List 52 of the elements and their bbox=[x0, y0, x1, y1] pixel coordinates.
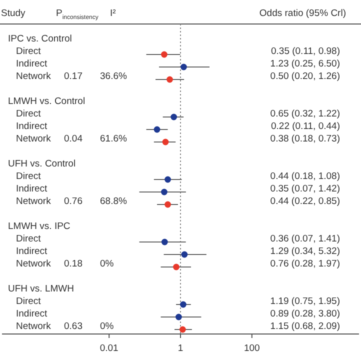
y-tick-label: Network bbox=[16, 134, 52, 144]
annotation: 1.23 (0.25, 6.50) bbox=[270, 58, 340, 70]
y-tick-label: Network bbox=[16, 71, 52, 82]
y-tick-label: Network bbox=[16, 258, 52, 270]
y-tick-label: IPC vs. Control bbox=[8, 34, 72, 44]
y-tick-label: LMWH vs. Control bbox=[8, 96, 86, 107]
annotation: 0.18 bbox=[64, 258, 82, 270]
annotation: 0.50 (0.20, 1.26) bbox=[270, 71, 340, 82]
x-tick-label: 100 bbox=[244, 343, 260, 354]
annotation: 0.17 bbox=[64, 71, 82, 82]
x-tick-label: 0.01 bbox=[100, 343, 118, 354]
y-tick-label: UFH vs. Control bbox=[8, 158, 76, 170]
annotation: 0.35 (0.07, 1.42) bbox=[270, 184, 340, 194]
y-tick-label: Direct bbox=[16, 296, 42, 307]
annotation: 1.29 (0.34, 5.32) bbox=[270, 246, 340, 257]
y-tick-label: UFH vs. LMWH bbox=[8, 284, 74, 294]
annotation: 0% bbox=[100, 258, 114, 270]
y-tick-label: Indirect bbox=[16, 308, 48, 320]
y-tick-label: Direct bbox=[16, 234, 42, 244]
y-tick-label: LMWH vs. IPC bbox=[8, 221, 70, 232]
y-tick-label: Indirect bbox=[16, 121, 48, 132]
x-tick-label: 1 bbox=[178, 343, 184, 354]
annotation: 0% bbox=[100, 321, 114, 332]
y-tick-label: Indirect bbox=[16, 58, 48, 70]
y-tick-label: Network bbox=[16, 196, 52, 207]
annotation: 0.76 bbox=[64, 196, 82, 207]
annotation: 0.76 (0.28, 1.97) bbox=[270, 258, 340, 270]
annotation: 0.44 (0.22, 0.85) bbox=[270, 196, 340, 207]
annotation: 1.15 (0.68, 2.09) bbox=[270, 321, 340, 332]
annotation: 36.6% bbox=[100, 71, 128, 82]
annotation: 0.89 (0.28, 3.80) bbox=[270, 308, 340, 320]
annotation: 0.65 (0.32, 1.22) bbox=[270, 108, 340, 120]
y-axis-title: Study bbox=[1, 8, 26, 19]
annotation: 61.6% bbox=[100, 134, 128, 144]
annotation: 0.38 (0.18, 0.73) bbox=[270, 134, 340, 144]
y-tick-label: Indirect bbox=[16, 184, 48, 194]
y-tick-label: Network bbox=[16, 321, 52, 332]
y-tick-label: Direct bbox=[16, 171, 42, 182]
x-axis-title: Odds ratio (95% Crl) bbox=[259, 8, 346, 19]
annotation: 1.19 (0.75, 1.95) bbox=[270, 296, 340, 307]
y-tick-label: Indirect bbox=[16, 246, 48, 257]
text: P$_{inconsistency}$ bbox=[56, 8, 98, 21]
annotation: 0.22 (0.11, 0.44) bbox=[270, 121, 340, 132]
annotation: 0.35 (0.11, 0.98) bbox=[270, 46, 340, 57]
annotation: 0.63 bbox=[64, 321, 82, 332]
annotation: 68.8% bbox=[100, 196, 128, 207]
text: I² bbox=[110, 8, 116, 19]
y-tick-label: Direct bbox=[16, 108, 42, 120]
annotation: 0.44 (0.18, 1.08) bbox=[270, 171, 340, 182]
y-tick-label: Direct bbox=[16, 46, 42, 57]
annotation: 0.04 bbox=[64, 134, 82, 144]
annotation: 0.36 (0.07, 1.41) bbox=[270, 234, 340, 244]
